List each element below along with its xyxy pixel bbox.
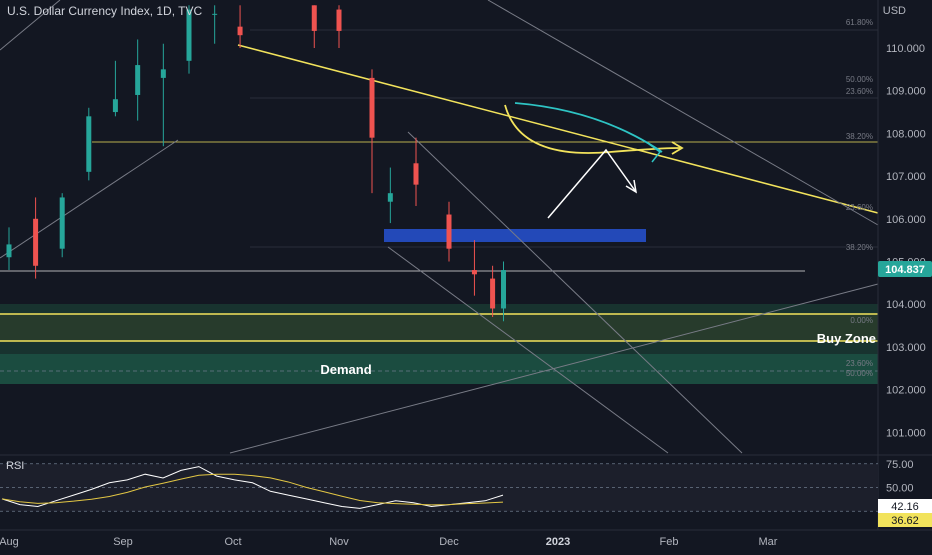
fib-level-label: 23.60% (846, 203, 873, 212)
fib-level-label: 0.00% (850, 316, 873, 325)
time-axis-tick: Mar (759, 536, 778, 548)
time-axis-tick: Nov (329, 536, 349, 548)
candle-body (59, 197, 65, 249)
fib-level-label: 50.00% (846, 369, 873, 378)
time-axis-tick: Oct (224, 536, 241, 548)
price-axis-tick: 107.000 (886, 171, 926, 183)
time-axis-tick: Aug (0, 536, 19, 548)
buy-zone (0, 314, 878, 341)
candle-body (186, 9, 192, 61)
rsi-line (1, 466, 504, 509)
fib-level-label: 50.00% (846, 75, 873, 84)
last-price-label: 104.837 (885, 264, 925, 276)
rsi-ma-line (1, 473, 504, 506)
channel-lower-line (387, 246, 669, 454)
demand-label: Demand (320, 362, 371, 377)
demand-zone-lower (0, 354, 878, 384)
currency-label: USD (882, 5, 906, 17)
candle-body (160, 69, 166, 78)
candle-body (6, 244, 12, 258)
price-axis-tick: 110.000 (886, 43, 925, 55)
ascending-channel-line (229, 283, 879, 454)
arrowhead-icon (625, 179, 638, 194)
candle-body (336, 9, 342, 31)
candle-body (387, 193, 393, 202)
rsi-value-badge (878, 499, 932, 513)
time-axis-tick: Feb (660, 536, 679, 548)
price-axis-tick: 104.000 (886, 299, 926, 311)
projection-path (547, 148, 637, 219)
channel-upper-line (407, 131, 743, 454)
rsi-axis-tick: 50.00 (886, 483, 914, 495)
candle-body (446, 214, 452, 249)
candle-body (212, 13, 218, 15)
arrowhead-icon (671, 141, 684, 155)
descending-trendline (237, 44, 879, 214)
rsi-value-label: 42.16 (891, 501, 919, 513)
rsi-ma-label: 36.62 (891, 515, 919, 527)
buy-zone-label: Buy Zone (817, 331, 876, 346)
candle-body (369, 77, 375, 138)
price-axis-tick: 109.000 (886, 86, 926, 98)
price-axis-tick: 102.000 (886, 385, 926, 397)
time-axis-tick: Sep (113, 536, 133, 548)
chart-title: U.S. Dollar Currency Index, 1D, TVC (7, 4, 203, 18)
candle-body (501, 270, 506, 309)
price-axis-tick: 108.000 (886, 128, 926, 140)
left-trendline (0, 0, 61, 51)
candle-body (86, 116, 92, 172)
candle-body (33, 218, 39, 266)
candle-body (471, 270, 477, 275)
candle-body (237, 26, 243, 36)
rsi-axis-tick: 75.00 (886, 459, 914, 471)
candle-body (135, 65, 141, 95)
last-price-badge (878, 261, 932, 277)
projection-curve-teal (514, 102, 663, 153)
arrowhead-icon (648, 143, 662, 163)
fib-level-label: 23.60% (846, 359, 873, 368)
outer-trendline (487, 0, 879, 226)
fib-level-label: 61.80% (846, 18, 873, 27)
candle-body (112, 99, 118, 113)
fib-level-label: 23.60% (846, 87, 873, 96)
price-axis-tick: 103.000 (886, 342, 926, 354)
rsi-panel-label: RSI (6, 460, 25, 472)
fib-level-label: 38.20% (846, 243, 873, 252)
price-axis-tick: 106.000 (886, 214, 926, 226)
candle-body (311, 5, 317, 31)
time-axis-tick: 2023 (546, 536, 570, 548)
ascending-trendline (0, 139, 179, 259)
price-axis-tick: 101.000 (886, 427, 926, 439)
rsi-ma-badge (878, 513, 932, 527)
time-axis-tick: Dec (439, 536, 459, 548)
fib-level-label: 38.20% (846, 132, 873, 141)
projection-curve-yellow (504, 104, 681, 154)
candle-body (413, 163, 419, 185)
candle-body (490, 278, 496, 309)
